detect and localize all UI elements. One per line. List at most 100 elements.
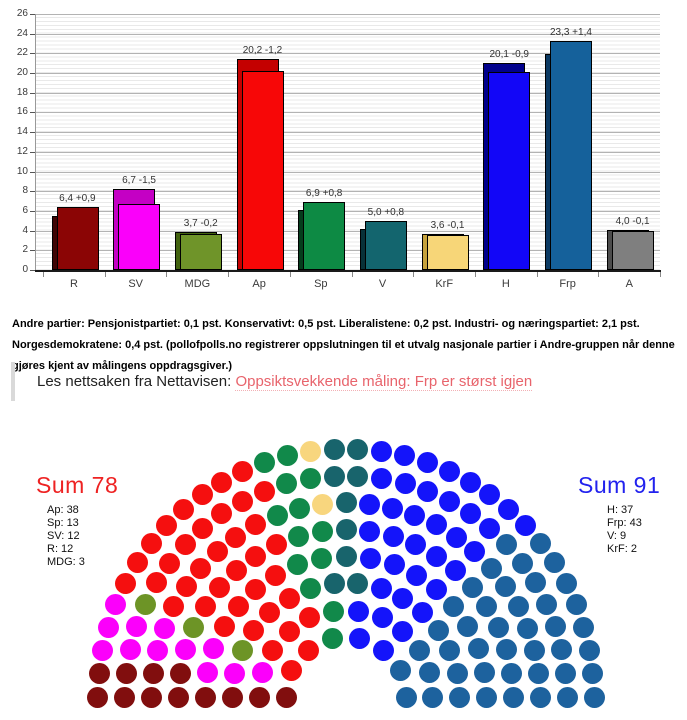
seat-Ap xyxy=(245,578,267,600)
seat-V xyxy=(335,519,357,541)
seat-H xyxy=(371,468,393,490)
seat-Frp xyxy=(525,572,546,594)
seat-V xyxy=(347,573,369,595)
seat-Frp xyxy=(529,686,551,708)
seat-Sp xyxy=(276,473,298,495)
x-axis-label-H: H xyxy=(501,278,510,290)
seat-Frp xyxy=(555,662,577,684)
y-axis-label: 6 xyxy=(22,204,28,216)
seat-H xyxy=(370,578,392,600)
seat-H xyxy=(478,517,500,539)
seat-H xyxy=(425,514,447,536)
seat-Sp xyxy=(323,600,345,622)
y-axis-tick xyxy=(30,270,35,271)
seat-H xyxy=(479,484,501,506)
bar-H-current xyxy=(488,72,531,270)
seat-H xyxy=(497,499,519,521)
seat-Frp xyxy=(389,660,411,682)
seat-Ap xyxy=(155,515,177,537)
gridline-major xyxy=(36,230,660,232)
seat-Ap xyxy=(232,460,254,482)
seat-Ap xyxy=(213,616,235,638)
right-bloc-sum-label: Sum 91 xyxy=(578,472,661,498)
seat-Ap xyxy=(159,552,181,574)
bar-group-A: 4,0 -0,1 xyxy=(606,14,654,270)
seat-Frp xyxy=(495,576,517,598)
y-axis-label: 8 xyxy=(22,185,28,197)
seat-Frp xyxy=(408,639,430,661)
bar-A-current xyxy=(611,230,654,270)
x-axis-label-Frp: Frp xyxy=(559,278,576,290)
bar-Sp-current xyxy=(303,202,346,270)
seat-H xyxy=(392,588,414,609)
x-axis-label-R: R xyxy=(70,278,78,290)
seat-Ap xyxy=(262,639,284,661)
seat-Sp xyxy=(322,628,344,649)
seat-R xyxy=(168,686,190,708)
seat-SV xyxy=(91,639,113,661)
bar-value-label-Frp: 23,3 +1,4 xyxy=(549,26,592,38)
blockquote-lead-text: Les nettsaken fra Nettavisen: xyxy=(37,373,236,390)
bar-group-SV: 6,7 -1,5 xyxy=(113,14,161,270)
seat-Ap xyxy=(194,595,216,617)
seat-Ap xyxy=(115,572,137,594)
seat-H xyxy=(393,445,415,467)
bar-value-label-Sp: 6,9 +0,8 xyxy=(305,188,343,200)
seat-SV xyxy=(224,662,246,684)
seat-Frp xyxy=(573,616,595,638)
seat-Frp xyxy=(427,619,449,641)
x-axis-label-Ap: Ap xyxy=(252,278,266,290)
seat-Frp xyxy=(545,615,567,637)
x-axis-label-KrF: KrF xyxy=(435,278,454,290)
seat-Ap xyxy=(298,639,320,661)
seat-Frp xyxy=(551,638,573,660)
x-axis-label-MDG: MDG xyxy=(184,278,211,290)
seat-SV xyxy=(153,617,175,639)
seat-H xyxy=(358,493,380,515)
legend-item: R: 12 xyxy=(47,543,74,555)
x-axis-line xyxy=(35,270,661,272)
seat-Ap xyxy=(281,660,303,682)
seat-Frp xyxy=(446,662,468,684)
seat-H xyxy=(348,628,370,649)
seat-Ap xyxy=(211,503,233,525)
gridline-major xyxy=(36,191,660,193)
gridline-major xyxy=(36,33,660,35)
seat-SV xyxy=(119,638,141,660)
seat-H xyxy=(438,460,460,482)
seat-Ap xyxy=(243,619,265,641)
article-link[interactable]: Oppsiktsvekkende måling: Frp er størst i… xyxy=(235,373,533,391)
x-axis-tick xyxy=(536,272,538,277)
seat-Ap xyxy=(244,545,266,567)
seat-Ap xyxy=(145,572,167,594)
seat-Ap xyxy=(265,534,287,556)
seat-Ap xyxy=(208,576,230,598)
seat-Frp xyxy=(507,596,529,618)
seat-H xyxy=(426,545,448,567)
bar-SV-current xyxy=(118,204,161,270)
seat-Frp xyxy=(528,663,550,685)
bar-chart-plot-area: 6,4 +0,9 6,7 -1,5 3,7 -0,2 20,2 -1,2 6,9 +0,… xyxy=(35,14,660,270)
x-axis-tick xyxy=(104,272,106,277)
bar-Ap-current xyxy=(241,71,284,270)
y-axis-label: 2 xyxy=(22,244,28,256)
bar-R-current xyxy=(56,207,99,270)
seat-KrF xyxy=(312,493,334,515)
y-axis-tick xyxy=(30,73,35,75)
seat-Frp xyxy=(511,552,533,574)
seat-H xyxy=(459,503,481,525)
y-axis-label: 0 xyxy=(22,264,28,275)
seat-Frp xyxy=(395,686,417,708)
seat-Sp xyxy=(311,548,333,570)
gridline-major xyxy=(36,171,660,173)
seat-Frp xyxy=(418,662,440,684)
y-axis-tick xyxy=(30,92,35,94)
y-axis-label: 26 xyxy=(16,8,28,19)
gridline-major xyxy=(36,250,660,252)
seat-Ap xyxy=(253,481,275,503)
seat-Ap xyxy=(225,526,247,548)
y-axis-label: 24 xyxy=(16,27,28,39)
seat-KrF xyxy=(300,441,322,462)
bar-group-MDG: 3,7 -0,2 xyxy=(174,14,222,270)
seat-R xyxy=(142,663,164,685)
